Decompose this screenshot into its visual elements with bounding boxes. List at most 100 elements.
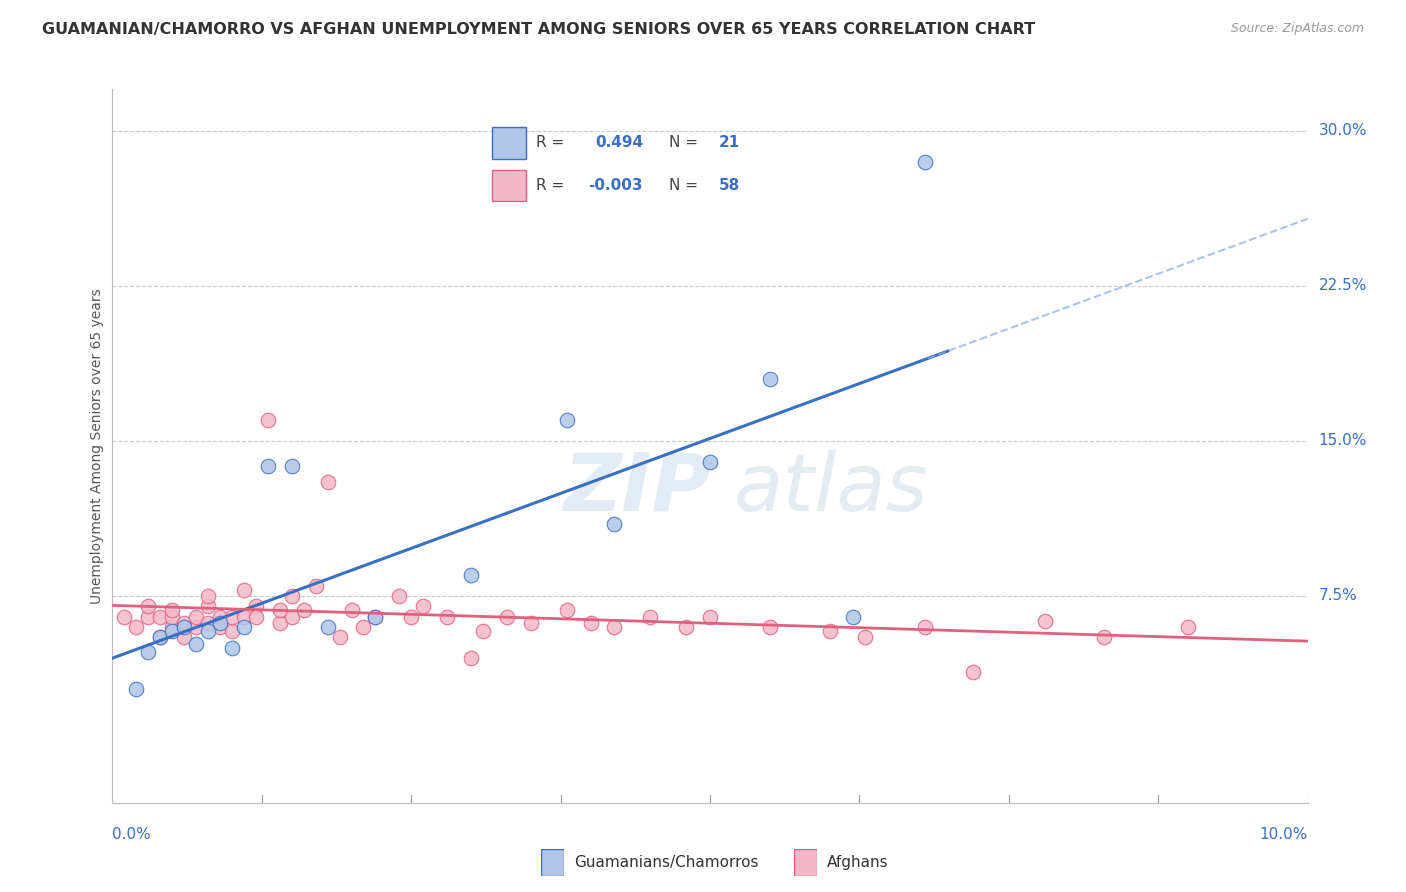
Point <box>138 599 160 614</box>
Point <box>520 615 543 630</box>
Point <box>759 372 782 386</box>
Point <box>1177 620 1199 634</box>
Point <box>208 620 231 634</box>
Point <box>555 413 578 427</box>
Point <box>818 624 841 639</box>
Point <box>221 624 243 639</box>
Point <box>699 454 721 468</box>
Point <box>221 609 243 624</box>
Text: -0.003: -0.003 <box>589 178 643 193</box>
Text: ZIP: ZIP <box>562 450 710 528</box>
Text: N =: N = <box>669 178 699 193</box>
Point <box>125 620 148 634</box>
Text: 58: 58 <box>718 178 741 193</box>
Text: R =: R = <box>536 136 564 150</box>
Point <box>304 579 326 593</box>
Point <box>269 603 291 617</box>
Point <box>197 599 219 614</box>
Point <box>1033 614 1056 628</box>
Bar <box>492 169 526 202</box>
Point <box>281 589 304 603</box>
Point <box>436 609 458 624</box>
Point <box>496 609 519 624</box>
Point <box>603 620 626 634</box>
Point <box>340 603 363 617</box>
Point <box>460 651 482 665</box>
Point <box>173 630 195 644</box>
Point <box>257 458 280 473</box>
Text: R =: R = <box>536 178 564 193</box>
Point <box>460 568 482 582</box>
Point <box>149 630 172 644</box>
Text: Guamanians/Chamorros: Guamanians/Chamorros <box>574 855 758 870</box>
Point <box>186 620 208 634</box>
Point <box>208 615 231 630</box>
Point <box>292 603 315 617</box>
Point <box>138 609 160 624</box>
Point <box>962 665 984 680</box>
Point <box>162 620 183 634</box>
Point <box>579 615 602 630</box>
Point <box>245 599 267 614</box>
Point <box>162 609 183 624</box>
Point <box>364 609 387 624</box>
Point <box>221 640 243 655</box>
Text: 21: 21 <box>718 136 741 150</box>
Text: 7.5%: 7.5% <box>1319 589 1357 604</box>
Point <box>699 609 721 624</box>
Point <box>197 589 219 603</box>
Point <box>232 620 256 634</box>
Point <box>352 620 374 634</box>
Text: atlas: atlas <box>734 450 929 528</box>
Point <box>232 582 256 597</box>
Point <box>316 620 339 634</box>
Point <box>186 636 208 650</box>
Text: 22.5%: 22.5% <box>1319 278 1367 293</box>
Text: Afghans: Afghans <box>827 855 889 870</box>
Point <box>855 630 877 644</box>
Point <box>914 154 936 169</box>
Point <box>114 609 135 624</box>
Point <box>269 615 291 630</box>
Point <box>364 609 387 624</box>
Point <box>149 630 172 644</box>
Text: 15.0%: 15.0% <box>1319 434 1367 449</box>
Point <box>842 609 865 624</box>
Point <box>125 681 148 696</box>
Point <box>675 620 697 634</box>
Point <box>388 589 411 603</box>
Text: N =: N = <box>669 136 699 150</box>
Point <box>281 609 304 624</box>
Point <box>257 413 280 427</box>
Point <box>138 645 160 659</box>
Point <box>638 609 662 624</box>
Point <box>555 603 578 617</box>
Point <box>401 609 423 624</box>
Point <box>197 615 219 630</box>
Y-axis label: Unemployment Among Seniors over 65 years: Unemployment Among Seniors over 65 years <box>90 288 104 604</box>
Point <box>603 516 626 531</box>
Point <box>173 620 195 634</box>
Point <box>328 630 352 644</box>
Point <box>281 458 304 473</box>
Point <box>173 615 195 630</box>
Text: 0.0%: 0.0% <box>112 827 152 841</box>
Text: Source: ZipAtlas.com: Source: ZipAtlas.com <box>1230 22 1364 36</box>
Point <box>759 620 782 634</box>
Point <box>162 603 183 617</box>
Bar <box>492 127 526 159</box>
Point <box>316 475 339 490</box>
Text: GUAMANIAN/CHAMORRO VS AFGHAN UNEMPLOYMENT AMONG SENIORS OVER 65 YEARS CORRELATIO: GUAMANIAN/CHAMORRO VS AFGHAN UNEMPLOYMEN… <box>42 22 1035 37</box>
Point <box>208 609 231 624</box>
Point <box>232 609 256 624</box>
Text: 10.0%: 10.0% <box>1260 827 1308 841</box>
Point <box>186 609 208 624</box>
Point <box>245 609 267 624</box>
Point <box>472 624 495 639</box>
Point <box>412 599 434 614</box>
Point <box>149 609 172 624</box>
Point <box>197 624 219 639</box>
Point <box>162 624 183 639</box>
Text: 30.0%: 30.0% <box>1319 123 1367 138</box>
Point <box>1094 630 1116 644</box>
